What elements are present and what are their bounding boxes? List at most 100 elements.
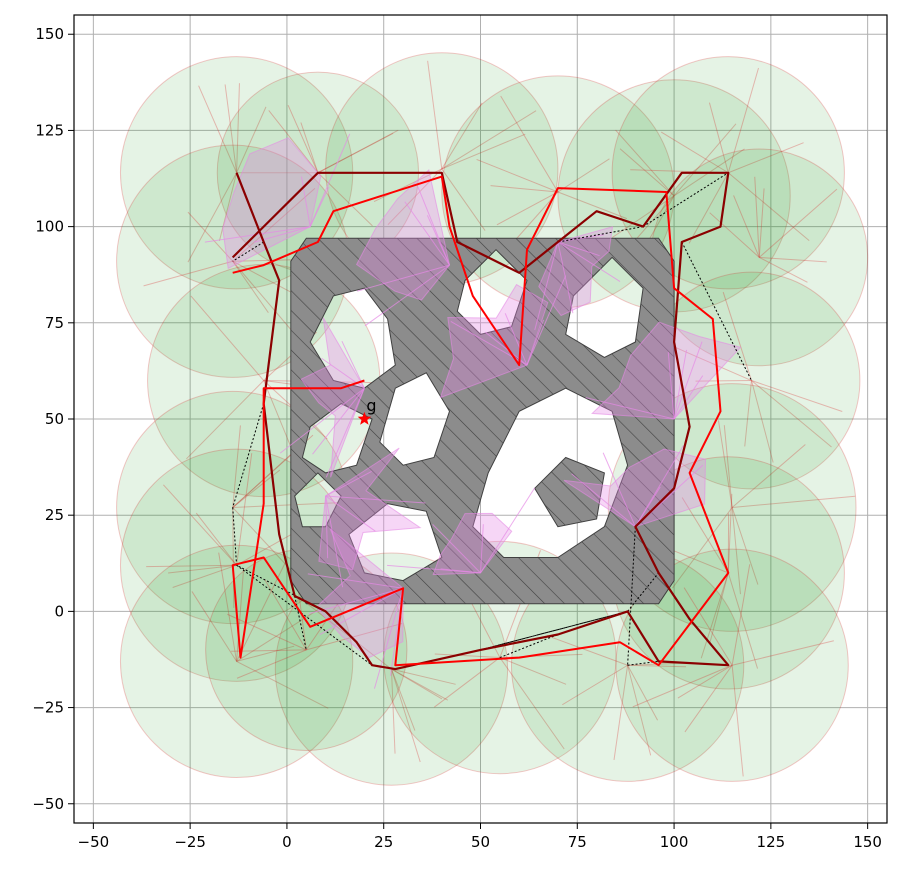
sensor-ray	[557, 191, 628, 220]
visibility-ray	[634, 486, 661, 527]
sensor-ray	[728, 142, 804, 174]
sensor-ray	[496, 191, 559, 226]
sensor-ray	[236, 568, 245, 662]
sensor-ray	[684, 664, 733, 733]
sensor-ray	[681, 497, 729, 574]
dotted-edge	[681, 241, 752, 381]
sensor-ray	[373, 168, 443, 203]
sensor-ray	[143, 260, 233, 287]
x-tick-label: 50	[471, 833, 490, 851]
y-tick-label: 0	[54, 602, 64, 620]
dotted-edge	[232, 507, 238, 566]
sensor-ray	[224, 84, 238, 173]
visibility-ray	[357, 264, 450, 292]
sensor-ray	[695, 380, 752, 382]
sensor-ray	[391, 668, 456, 685]
sensor-ray	[168, 564, 237, 574]
y-tick-label: 100	[35, 218, 64, 236]
visibility-ray	[319, 587, 404, 636]
sensor-ray	[731, 507, 759, 585]
sensor-ray	[433, 657, 501, 708]
sensor-ray	[759, 256, 827, 263]
visibility-ray	[557, 241, 600, 257]
sensor-ray	[731, 444, 806, 508]
sensor-ray	[172, 564, 237, 588]
sensor-ray	[236, 660, 329, 709]
sensor-ray	[751, 380, 832, 448]
goal-label: g	[366, 396, 376, 415]
visibility-ray	[308, 587, 404, 615]
sensor-ray	[236, 649, 307, 679]
sensor-ray	[236, 453, 253, 566]
sensor-ray	[758, 188, 838, 258]
visibility-ray	[526, 275, 567, 366]
sensor-ray	[546, 635, 628, 666]
visibility-ray	[480, 524, 484, 573]
dotted-edge	[642, 172, 729, 228]
sensor-ray	[232, 260, 269, 313]
sensor-ray	[218, 172, 238, 242]
sensor-ray	[441, 102, 483, 170]
sensor-ray	[441, 168, 486, 231]
sensor-ray	[317, 129, 399, 174]
sensor-ray	[317, 132, 394, 174]
sensor-ray	[195, 512, 237, 566]
visibility-ray	[325, 495, 426, 504]
visibility-ray	[673, 375, 704, 420]
sensor-ray	[441, 110, 537, 170]
sensor-ray	[723, 425, 733, 508]
visibility-ray	[325, 388, 365, 478]
x-tick-label: −50	[78, 833, 110, 851]
visibility-ray	[432, 524, 481, 574]
sensor-ray	[191, 591, 238, 662]
sensor-ray	[186, 380, 265, 460]
sensor-ray	[671, 507, 733, 589]
visibility-ray	[667, 352, 675, 420]
visibility-ray	[504, 313, 528, 366]
sensor-ray	[673, 123, 737, 197]
sensor-ray	[732, 495, 856, 508]
dotted-edge	[627, 572, 659, 612]
x-axis-ticks: −50 −25 0 25 50 75 100 125 150	[78, 823, 882, 851]
sensor-ray	[627, 664, 687, 668]
visibility-ray	[309, 133, 351, 227]
visibility-ray	[557, 234, 604, 243]
visibility-ray	[571, 473, 636, 528]
sensor-ray	[287, 104, 319, 173]
sensor-ray	[615, 129, 675, 197]
sensor-ray	[198, 85, 238, 173]
dotted-edge	[236, 564, 373, 666]
dotted-edge	[499, 634, 559, 659]
visibility-ray	[204, 226, 311, 243]
sensor-ray	[390, 668, 416, 731]
dotted-edge	[627, 526, 636, 666]
goal-marker-group: g	[357, 396, 377, 425]
sensor-ray	[500, 95, 559, 193]
visibility-ray	[404, 201, 450, 266]
goal-marker	[357, 411, 372, 425]
sensor-ray	[759, 256, 808, 283]
sensor-ray	[434, 653, 500, 659]
visibility-ray	[480, 487, 536, 574]
visibility-ray	[325, 470, 372, 497]
sensor-ray	[390, 669, 396, 754]
sensor-ray	[731, 665, 744, 777]
sensor-ray	[557, 158, 610, 193]
sensor-ray	[236, 645, 295, 662]
path-red	[231, 175, 730, 667]
x-tick-label: 75	[568, 833, 587, 851]
y-tick-label: 25	[45, 506, 64, 524]
visibility-ray	[279, 387, 365, 454]
visibility-ray	[373, 588, 404, 689]
visibility-ray	[526, 319, 545, 366]
sensor-ray	[499, 657, 565, 750]
sensor-ray	[751, 380, 774, 463]
x-tick-label: 100	[660, 833, 689, 851]
visibility-fan	[538, 226, 614, 317]
sensor-ray	[490, 185, 558, 193]
sensor-ray	[733, 195, 760, 258]
sensor-ray	[754, 176, 760, 258]
sensor-ray	[708, 102, 729, 173]
obstacle-area	[290, 237, 675, 605]
